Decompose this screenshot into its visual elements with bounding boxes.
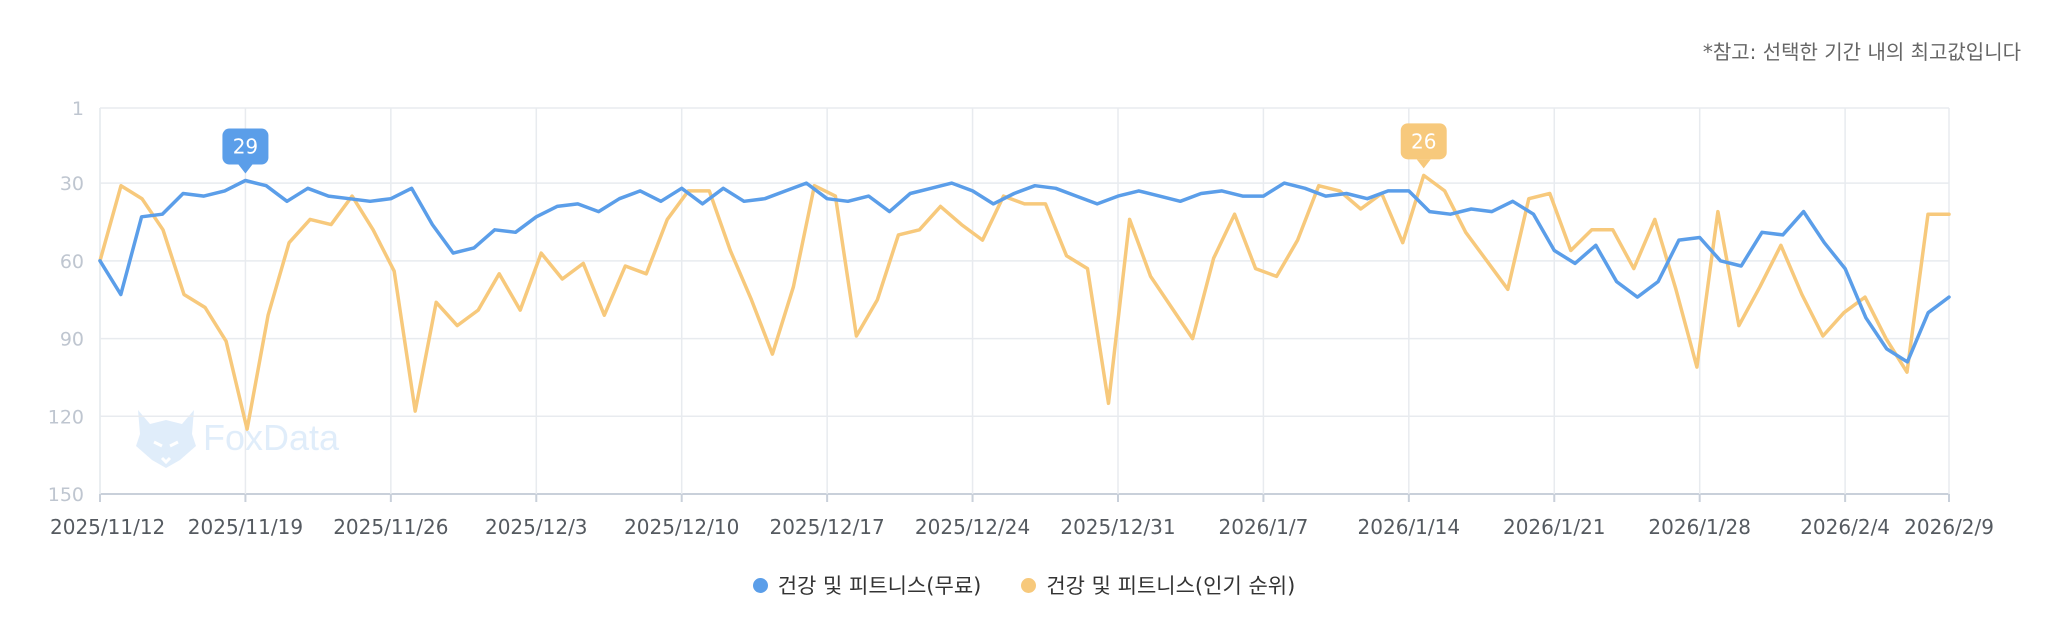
- x-axis: 2025/11/12 2025/11/19 2025/11/26 2025/12/3 2…: [50, 494, 1994, 539]
- legend-item-free[interactable]: 건강 및 피트니스(무료): [752, 570, 982, 600]
- x-tick-label: 2026/1/14: [1358, 515, 1461, 539]
- x-tick-label: 2026/2/4: [1800, 515, 1890, 539]
- x-tick-label: 2025/11/19: [188, 515, 303, 539]
- x-tick-label: 2026/1/21: [1503, 515, 1606, 539]
- x-tick-label: 2025/12/10: [624, 515, 739, 539]
- y-tick-label: 60: [60, 251, 84, 273]
- y-axis-ticks: 1 30 60 90 120 150: [48, 98, 84, 506]
- y-tick-label: 90: [60, 329, 84, 351]
- peak-callout-box: [1400, 123, 1447, 160]
- watermark-text: FoxData: [203, 417, 340, 458]
- series-line-1[interactable]: [98, 173, 1951, 431]
- peak-callout-pointer: [1416, 159, 1431, 169]
- y-tick-label: 1: [72, 98, 84, 120]
- legend-dot-free: [752, 577, 768, 593]
- peak-callout-label: 26: [1411, 129, 1436, 153]
- x-tick-label: 2025/12/17: [769, 515, 884, 539]
- x-tick-label: 2025/12/3: [485, 515, 588, 539]
- series-line-0[interactable]: [98, 178, 1951, 364]
- horizontal-gridlines: [100, 107, 1949, 495]
- peak-callout-box: [222, 128, 269, 165]
- legend-item-popular[interactable]: 건강 및 피트니스(인기 순위): [1021, 570, 1295, 600]
- legend-label-popular: 건강 및 피트니스(인기 순위): [1046, 574, 1296, 598]
- series-lines: [98, 173, 1951, 431]
- x-tick-label: 2025/11/26: [333, 515, 448, 539]
- fox-watermark: FoxData: [136, 410, 340, 468]
- vertical-gridlines: [99, 108, 1950, 494]
- fox-logo-icon: [136, 410, 196, 468]
- x-tick-label: 2026/1/7: [1219, 515, 1309, 539]
- legend-dot-popular: [1021, 577, 1037, 593]
- chart-note: *참고: 선택한 기간 내의 최고값입니다: [1702, 40, 2021, 64]
- peak-callout-label: 29: [233, 135, 258, 159]
- x-tick-label: 2025/12/24: [915, 515, 1030, 539]
- x-tick-label: 2026/1/28: [1648, 515, 1751, 539]
- legend: 건강 및 피트니스(무료) 건강 및 피트니스(인기 순위): [0, 570, 2048, 600]
- y-tick-label: 120: [48, 406, 84, 428]
- peak-callouts: 26 29: [222, 123, 1447, 174]
- peak-callout-pointer: [238, 164, 253, 174]
- y-tick-label: 30: [60, 173, 84, 195]
- y-tick-label: 150: [48, 484, 84, 506]
- legend-label-free: 건강 및 피트니스(무료): [777, 574, 982, 598]
- x-tick-label: 2026/2/9: [1904, 515, 1994, 539]
- x-tick-label: 2025/11/12: [50, 515, 165, 539]
- x-tick-label: 2025/12/31: [1060, 515, 1175, 539]
